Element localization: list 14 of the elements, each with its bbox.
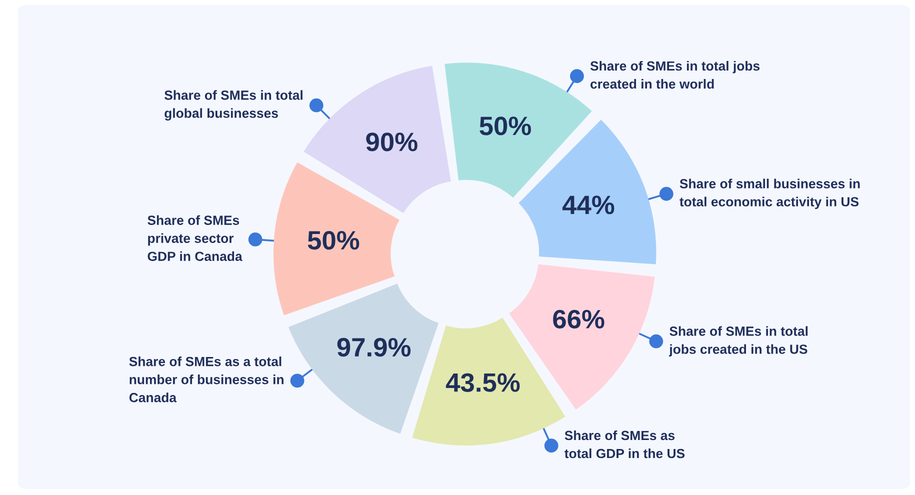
text: 50% <box>308 230 360 250</box>
text: 97.9% <box>337 338 411 357</box>
slice-label: Share of SMEs in total jobs created in the world <box>590 60 760 89</box>
text: 66% <box>553 310 604 329</box>
slice-label: Share of SMEs as total GDP in the US <box>564 430 685 458</box>
text: 44% <box>562 196 614 214</box>
slice-label: Share of SMEs private sector GDP in Canada <box>148 215 242 262</box>
slice-label: Share of SMEs in total global businesses <box>164 90 302 121</box>
text: 90% <box>366 132 418 152</box>
slice-label: Share of SMEs as a total number of businesses in Canada <box>129 356 284 402</box>
text: 50% <box>480 116 531 136</box>
text: 43.5% <box>446 373 520 392</box>
slice-label: Share of small businesses in total economic activity in US <box>680 178 860 210</box>
slice-label: Share of SMEs in total jobs created in the US <box>668 326 808 357</box>
